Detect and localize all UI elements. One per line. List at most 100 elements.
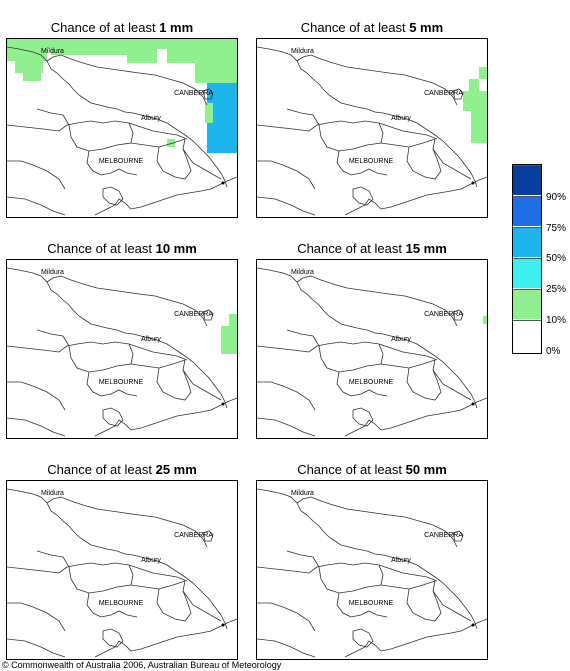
eden-marker: [471, 181, 475, 185]
district-line: [86, 592, 138, 618]
map: Mildura CANBERRA Albury MELBOURNE: [6, 480, 238, 660]
panel-title: Chance of at least 10 mm: [47, 241, 197, 256]
district-line: [68, 566, 186, 594]
panel-25mm: Chance of at least 25 mm Mildura CANBERRA…: [6, 460, 238, 660]
district-line: [86, 371, 138, 397]
legend-swatch: [513, 165, 541, 195]
port-phillip: [352, 628, 374, 648]
probability-cell: [195, 63, 237, 83]
district-line: [316, 120, 438, 140]
panel-title: Chance of at least 25 mm: [47, 462, 197, 477]
district-line: [257, 602, 316, 632]
coastline: [94, 397, 237, 437]
canberra-label: CANBERRA: [424, 311, 463, 318]
victoria-border: [432, 590, 472, 622]
legend-label: 10%: [546, 315, 567, 326]
albury-label: Albury: [141, 115, 161, 122]
district-line: [7, 345, 68, 353]
legend-label: 0%: [546, 346, 561, 357]
panel-15mm: Chance of at least 15 mm Mildura CANBERRA…: [256, 239, 488, 439]
district-line: [336, 592, 388, 618]
probability-cell: [479, 67, 487, 79]
probability-cell: [23, 73, 41, 81]
probability-cell: [15, 61, 43, 73]
district-line: [68, 345, 186, 373]
eden-marker: [471, 623, 475, 627]
act-border: [202, 530, 214, 542]
probability-cell: [51, 49, 79, 55]
nsw-border: [257, 46, 478, 188]
mildura-label: Mildura: [291, 490, 314, 497]
eden-marker: [221, 402, 225, 406]
legend-label: 25%: [546, 284, 567, 295]
melbourne-label: MELBOURNE: [349, 158, 394, 165]
canberra-label: CANBERRA: [174, 532, 213, 539]
legend-colorbar: [512, 164, 542, 354]
canberra-label: CANBERRA: [174, 90, 213, 97]
district-line: [318, 566, 436, 594]
legend-swatch: [513, 320, 541, 353]
nsw-border: [257, 267, 478, 409]
map-svg: Mildura CANBERRA Albury MELBOURNE: [7, 488, 237, 658]
melbourne-label: MELBOURNE: [349, 379, 394, 386]
district-line: [257, 566, 318, 574]
district-line: [336, 150, 388, 176]
panel-10mm: Chance of at least 10 mm Mildura CANBERRA…: [6, 239, 238, 439]
probability-cell: [483, 316, 487, 324]
albury-label: Albury: [141, 336, 161, 343]
map: Mildura CANBERRA Albury MELBOURNE: [256, 38, 488, 218]
district-line: [378, 564, 384, 586]
probability-cell: [221, 326, 237, 354]
district-line: [336, 371, 388, 397]
canberra-label: CANBERRA: [424, 532, 463, 539]
district-line: [257, 124, 318, 132]
probability-cell: [469, 79, 479, 91]
probability-cell: [167, 49, 237, 63]
nsw-border: [7, 488, 228, 630]
legend-swatch: [513, 289, 541, 319]
district-line: [378, 122, 384, 144]
probability-cell: [167, 139, 175, 147]
coastline: [344, 618, 487, 658]
nsw-border: [257, 488, 478, 630]
district-line: [7, 124, 68, 132]
district-line: [86, 150, 138, 176]
probability-cell: [77, 49, 157, 55]
panel-1mm: Chance of at least 1 mm Mildura CANBERRA A…: [6, 18, 238, 218]
probability-cell: [463, 91, 471, 111]
panel-title: Chance of at least 15 mm: [297, 241, 447, 256]
river-line: [286, 329, 320, 347]
nsw-border: [7, 267, 228, 409]
mildura-label: Mildura: [41, 48, 64, 55]
mildura-label: Mildura: [41, 269, 64, 276]
district-line: [66, 562, 188, 582]
coastline: [7, 417, 66, 437]
district-line: [318, 124, 436, 152]
river-line: [286, 108, 320, 126]
victoria-border: [432, 148, 472, 180]
murray-river: [46, 275, 208, 327]
map-svg: Mildura CANBERRA Albury MELBOURNE: [257, 488, 487, 658]
panel-title: Chance of at least 1 mm: [50, 20, 194, 35]
melbourne-label: MELBOURNE: [99, 379, 144, 386]
district-line: [128, 343, 134, 365]
act-border: [452, 309, 464, 321]
district-line: [316, 562, 438, 582]
port-phillip: [102, 407, 124, 427]
port-phillip: [102, 186, 124, 206]
murray-river: [46, 496, 208, 548]
victoria-border: [432, 369, 472, 401]
district-line: [66, 120, 188, 140]
port-phillip: [352, 407, 374, 427]
coastline: [94, 618, 237, 658]
district-line: [156, 359, 192, 401]
map: Mildura CANBERRA Albury MELBOURNE: [256, 259, 488, 439]
probability-cell: [229, 314, 237, 326]
legend-label: 75%: [546, 223, 567, 234]
coastline: [257, 638, 316, 658]
probability-legend: 90% 75% 50% 25% 10% 0%: [512, 164, 570, 364]
district-line: [406, 138, 442, 180]
probability-cell: [205, 103, 213, 123]
port-phillip: [352, 186, 374, 206]
albury-label: Albury: [391, 557, 411, 564]
